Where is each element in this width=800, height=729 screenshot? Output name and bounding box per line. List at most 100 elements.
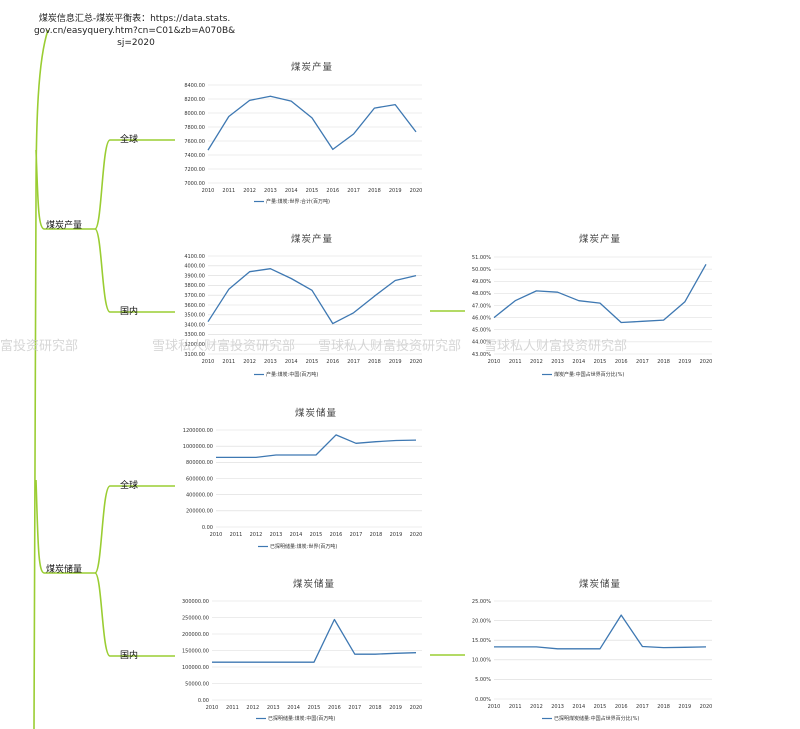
legend-label: 已探明储量:煤炭:中国(百万吨) [268, 715, 335, 722]
x-tick-label: 2012 [243, 188, 256, 194]
x-tick-label: 2014 [287, 705, 300, 711]
x-tick-label: 2010 [210, 532, 223, 538]
x-tick-label: 2016 [326, 359, 339, 365]
x-tick-label: 2015 [308, 705, 321, 711]
branch-label-production-global: 全球 [120, 133, 138, 145]
y-tick-label: 15.00% [472, 638, 491, 644]
x-tick-label: 2017 [347, 359, 360, 365]
y-tick-label: 7200.00 [184, 167, 205, 173]
y-tick-label: 43.00% [472, 352, 491, 358]
x-tick-label: 2017 [636, 704, 649, 710]
y-tick-label: 20.00% [472, 618, 491, 624]
series-line [494, 614, 707, 650]
x-tick-label: 2015 [306, 359, 319, 365]
y-tick-label: 47.00% [472, 303, 491, 309]
x-tick-label: 2017 [636, 359, 649, 365]
x-tick-label: 2017 [347, 188, 360, 194]
x-tick-label: 2012 [530, 704, 543, 710]
y-tick-label: 7000.00 [184, 181, 205, 187]
branch-label-reserves-domestic: 国内 [120, 649, 138, 661]
y-tick-label: 8200.00 [184, 97, 205, 103]
watermark: 富投资研究部 雪球私人财富投资研究部 雪球私人财富投资研究部 雪球私人财富投资研… [0, 338, 627, 354]
x-tick-label: 2013 [551, 359, 564, 365]
y-tick-label: 3500.00 [184, 313, 205, 319]
chart-title: 煤炭储量 [579, 578, 621, 590]
x-tick-label: 2019 [390, 532, 403, 538]
y-tick-label: 0.00% [475, 697, 491, 703]
source-note-line-2: gov.cn/easyquery.htm?cn=C01&zb=A070B& [34, 26, 235, 36]
y-tick-label: 50.00% [472, 267, 491, 273]
x-tick-label: 2012 [530, 359, 543, 365]
x-tick-label: 2013 [551, 704, 564, 710]
y-tick-label: 3300.00 [184, 332, 205, 338]
x-tick-label: 2011 [509, 704, 522, 710]
series-line [207, 95, 417, 151]
x-tick-label: 2010 [488, 704, 501, 710]
x-tick-label: 2011 [222, 188, 235, 194]
chart-domestic-reserves: 煤炭储量 0.00 50000.00 100000.00 150000.00 200000… [182, 578, 422, 722]
branch-lines [33, 29, 465, 729]
y-tick-label: 1200000.00 [183, 428, 213, 434]
y-tick-label: 10.00% [472, 658, 491, 664]
chart-title: 煤炭产量 [291, 61, 333, 73]
y-tick-label: 7800.00 [184, 125, 205, 131]
legend-label: 煤炭产量:中国占世界百分比(%) [554, 371, 624, 378]
branch-line-production-domestic [94, 228, 175, 313]
x-tick-label: 2015 [306, 188, 319, 194]
y-tick-label: 600000.00 [186, 476, 213, 482]
y-tick-label: 0.00 [202, 525, 213, 531]
x-tick-label: 2016 [615, 359, 628, 365]
y-tick-label: 50000.00 [185, 681, 209, 687]
x-tick-label: 2015 [310, 532, 323, 538]
y-tick-label: 25.00% [472, 599, 491, 605]
y-tick-label: 45.00% [472, 328, 491, 334]
y-tick-label: 3900.00 [184, 273, 205, 279]
x-tick-label: 2016 [615, 704, 628, 710]
y-tick-label: 3800.00 [184, 283, 205, 289]
y-tick-label: 100000.00 [182, 665, 209, 671]
chart-domestic-production: 煤炭产量 3100.00 3200.00 3300.00 3400.00 3500.00 3… [184, 233, 422, 378]
series-line [216, 434, 417, 459]
y-tick-label: 1000000.00 [183, 444, 213, 450]
y-tick-label: 3400.00 [184, 322, 205, 328]
x-tick-label: 2016 [330, 532, 343, 538]
chart-title: 煤炭储量 [295, 407, 337, 419]
y-tick-label: 0.00 [198, 698, 209, 704]
y-tick-label: 49.00% [472, 279, 491, 285]
watermark-text-4: 雪球私人财富投资研究部 [484, 338, 627, 354]
y-tick-label: 3200.00 [184, 342, 205, 348]
source-note: 煤炭信息汇总-煤炭平衡表：https://data.stats. gov.cn/… [34, 12, 238, 48]
y-tick-label: 3100.00 [184, 352, 205, 358]
legend-label: 已探明储量:煤炭:世界(百万吨) [270, 543, 337, 550]
x-tick-label: 2020 [700, 704, 713, 710]
watermark-text-3: 雪球私人财富投资研究部 [318, 338, 461, 354]
branch-line-production-global [94, 139, 175, 230]
legend-label: 产量:煤炭:世界:合计(百万吨) [266, 198, 330, 205]
x-tick-label: 2018 [657, 704, 670, 710]
branch-line-reserves-global [94, 485, 175, 574]
x-tick-label: 2016 [328, 705, 341, 711]
x-tick-label: 2013 [264, 359, 277, 365]
source-note-line-1: 煤炭信息汇总-煤炭平衡表：https://data.stats. [39, 12, 230, 24]
y-tick-label: 51.00% [472, 255, 491, 261]
x-tick-label: 2012 [246, 705, 259, 711]
y-tick-label: 46.00% [472, 315, 491, 321]
x-tick-label: 2011 [230, 532, 243, 538]
y-tick-label: 7600.00 [184, 139, 205, 145]
x-tick-label: 2017 [348, 705, 361, 711]
x-tick-label: 2019 [389, 359, 402, 365]
series-line [212, 618, 417, 663]
x-tick-label: 2018 [369, 705, 382, 711]
x-tick-label: 2018 [368, 359, 381, 365]
legend-label: 产量:煤炭:中国(百万吨) [266, 371, 318, 378]
branch-line-reserves-domestic [94, 572, 175, 657]
x-tick-label: 2013 [264, 188, 277, 194]
x-tick-label: 2012 [250, 532, 263, 538]
x-tick-label: 2010 [202, 188, 215, 194]
x-tick-label: 2019 [678, 704, 691, 710]
chart-domestic-reserves-share: 煤炭储量 0.00% 5.00% 10.00% 15.00% 20.00% 25.00% 20… [472, 578, 712, 722]
y-tick-label: 3700.00 [184, 293, 205, 299]
y-tick-label: 400000.00 [186, 492, 213, 498]
watermark-text-1: 富投资研究部 [0, 338, 78, 354]
